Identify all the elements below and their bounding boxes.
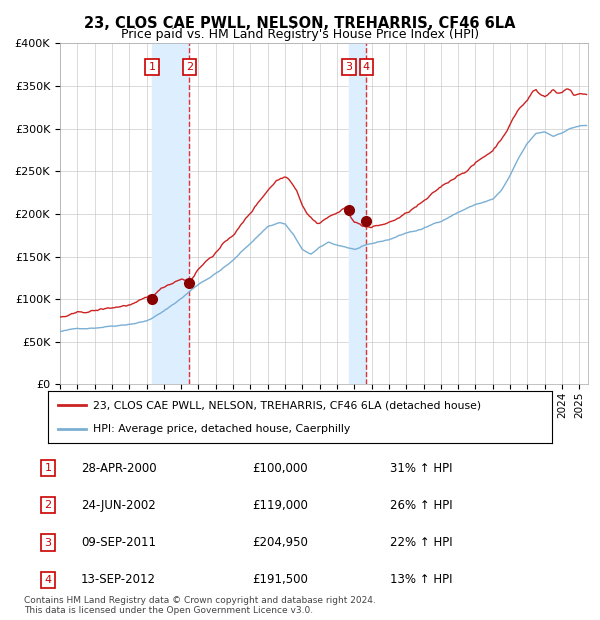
Text: 09-SEP-2011: 09-SEP-2011 — [81, 536, 156, 549]
Bar — [152, 43, 190, 384]
Text: 28-APR-2000: 28-APR-2000 — [81, 462, 157, 474]
Text: HPI: Average price, detached house, Caerphilly: HPI: Average price, detached house, Caer… — [94, 423, 350, 433]
Text: 3: 3 — [346, 62, 352, 73]
Text: 2: 2 — [44, 500, 52, 510]
Text: 24-JUN-2002: 24-JUN-2002 — [81, 499, 156, 511]
Text: £191,500: £191,500 — [252, 574, 308, 586]
Text: 1: 1 — [149, 62, 155, 73]
Text: 4: 4 — [44, 575, 52, 585]
Text: 2: 2 — [186, 62, 193, 73]
Text: 1: 1 — [44, 463, 52, 473]
Text: 22% ↑ HPI: 22% ↑ HPI — [390, 536, 452, 549]
Text: 13-SEP-2012: 13-SEP-2012 — [81, 574, 156, 586]
Text: 23, CLOS CAE PWLL, NELSON, TREHARRIS, CF46 6LA: 23, CLOS CAE PWLL, NELSON, TREHARRIS, CF… — [84, 16, 516, 30]
Text: £100,000: £100,000 — [252, 462, 308, 474]
Text: £204,950: £204,950 — [252, 536, 308, 549]
Text: Price paid vs. HM Land Registry's House Price Index (HPI): Price paid vs. HM Land Registry's House … — [121, 28, 479, 41]
Text: £119,000: £119,000 — [252, 499, 308, 511]
Text: 31% ↑ HPI: 31% ↑ HPI — [390, 462, 452, 474]
Text: 4: 4 — [363, 62, 370, 73]
Bar — [349, 43, 367, 384]
Text: 26% ↑ HPI: 26% ↑ HPI — [390, 499, 452, 511]
Text: 13% ↑ HPI: 13% ↑ HPI — [390, 574, 452, 586]
Text: 23, CLOS CAE PWLL, NELSON, TREHARRIS, CF46 6LA (detached house): 23, CLOS CAE PWLL, NELSON, TREHARRIS, CF… — [94, 401, 481, 410]
Text: 3: 3 — [44, 538, 52, 547]
Text: Contains HM Land Registry data © Crown copyright and database right 2024.
This d: Contains HM Land Registry data © Crown c… — [24, 596, 376, 615]
